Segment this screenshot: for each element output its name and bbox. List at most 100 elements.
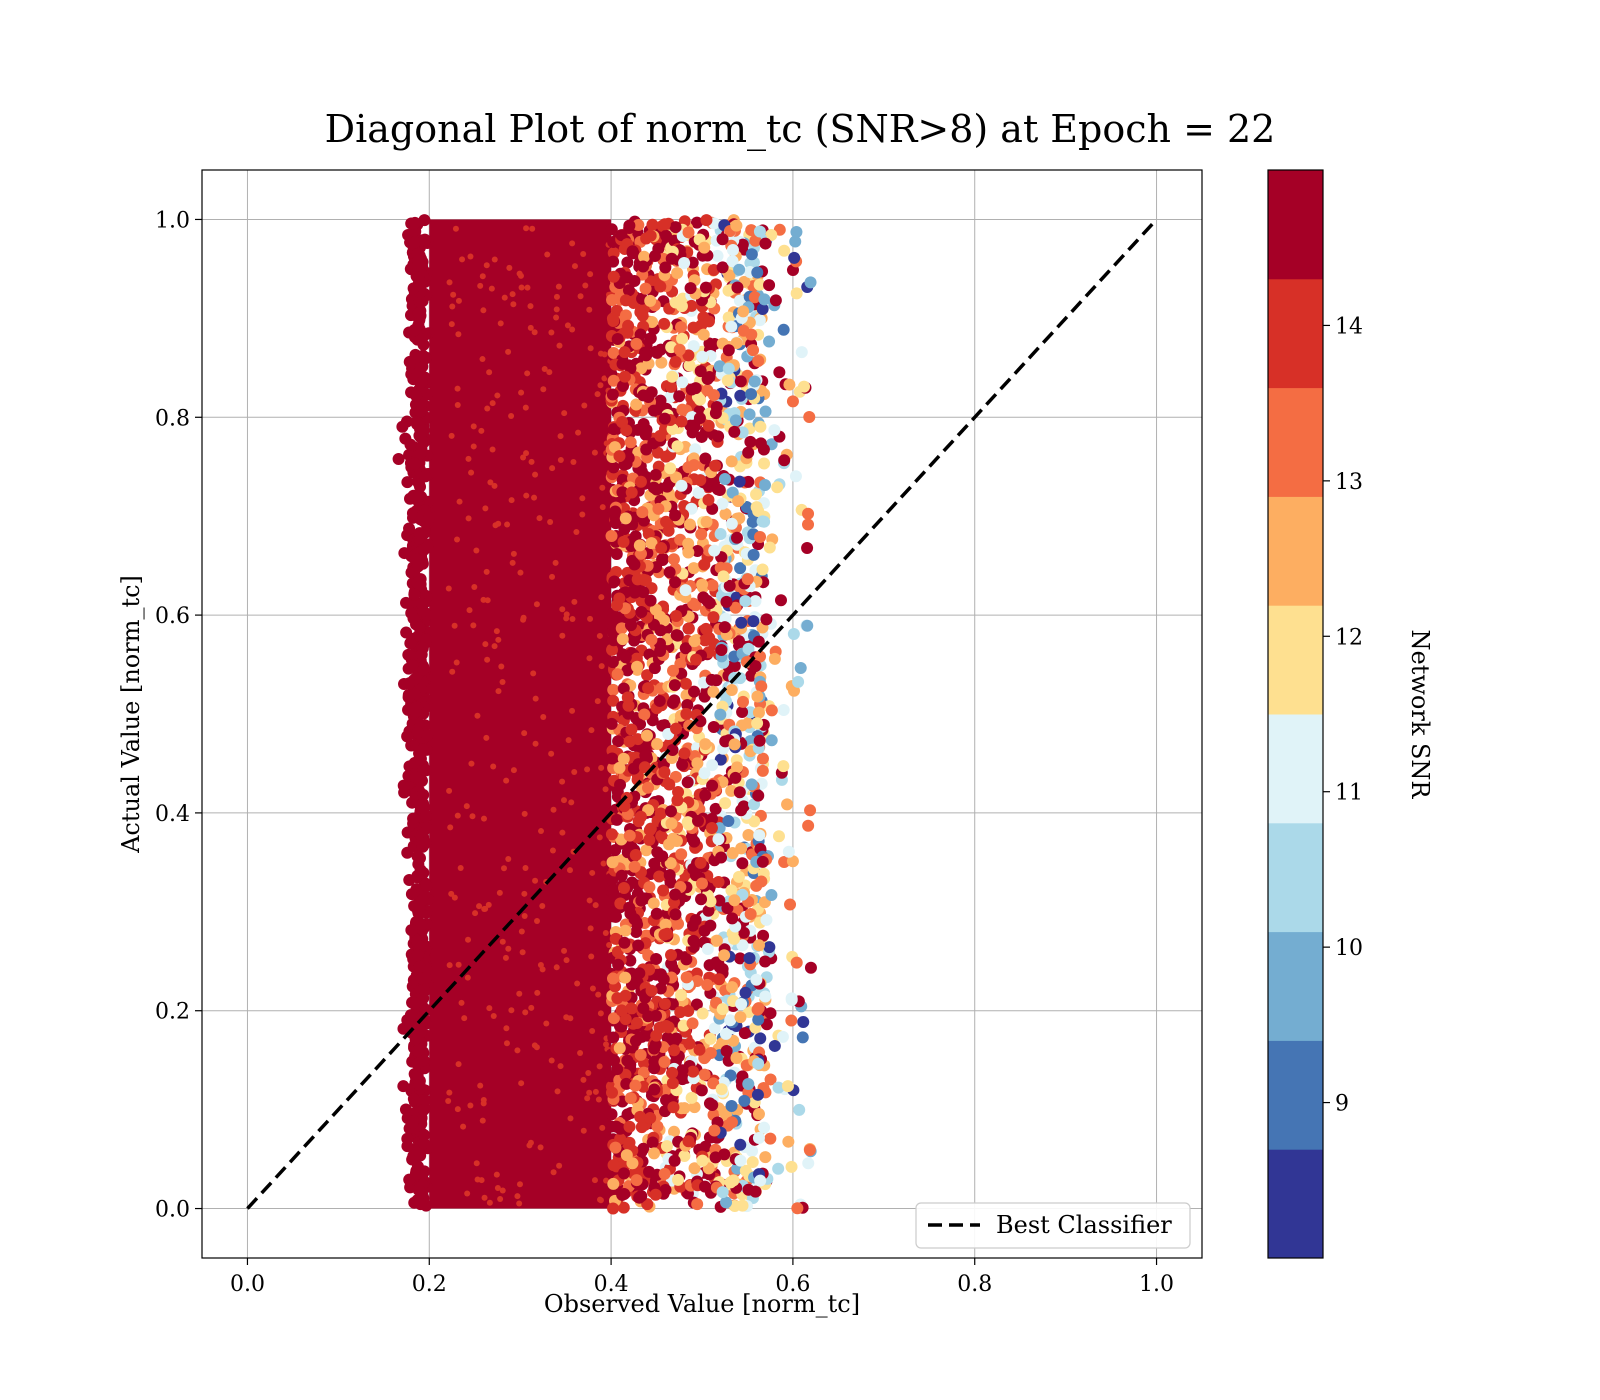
scatter-point	[412, 307, 425, 320]
colorbar-bin	[1268, 170, 1323, 280]
scatter-point	[664, 857, 677, 870]
scatter-point	[588, 727, 595, 734]
scatter-point	[676, 1064, 689, 1077]
scatter-point	[636, 309, 649, 322]
scatter-point	[414, 753, 427, 766]
scatter-point	[709, 407, 722, 420]
scatter-point	[665, 817, 678, 830]
scatter-point	[756, 855, 769, 868]
scatter-point	[499, 1187, 506, 1194]
scatter-point	[691, 545, 704, 558]
scatter-point	[695, 1084, 708, 1097]
x-tick-label: 0.0	[230, 1272, 265, 1297]
scatter-point	[725, 517, 738, 530]
scatter-point	[554, 1088, 561, 1095]
scatter-point	[745, 778, 758, 791]
scatter-point	[397, 779, 410, 792]
scatter-point	[619, 651, 632, 664]
scatter-point	[687, 340, 700, 353]
scatter-point	[654, 644, 667, 657]
scatter-point	[742, 475, 755, 488]
scatter-point	[453, 659, 460, 666]
scatter-point	[689, 443, 702, 456]
scatter-point	[548, 1057, 555, 1064]
plot-area: 0.0 0.2 0.4 0.6 0.8 1.0 0.0 0.2 0.4 0.6 0.8 1.0	[155, 169, 1203, 1297]
scatter-point	[682, 537, 695, 550]
scatter-point	[413, 960, 426, 973]
scatter-point	[778, 855, 791, 868]
scatter-point	[695, 319, 708, 332]
scatter-point	[460, 1123, 467, 1130]
scatter-point	[414, 579, 427, 592]
scatter-point	[517, 569, 524, 576]
scatter-point	[756, 752, 769, 765]
scatter-point	[509, 291, 516, 298]
scatter-point	[640, 349, 653, 362]
scatter-point	[732, 635, 745, 648]
scatter-point	[757, 929, 770, 942]
scatter-point	[419, 352, 432, 365]
scatter-point	[658, 218, 671, 231]
scatter-point	[745, 669, 758, 682]
scatter-point	[638, 761, 651, 774]
scatter-point	[568, 799, 575, 806]
scatter-point	[776, 1030, 789, 1043]
scatter-point	[641, 669, 654, 682]
scatter-point	[759, 990, 772, 1003]
scatter-point	[786, 395, 799, 408]
scatter-point	[607, 634, 620, 647]
scatter-point	[713, 973, 726, 986]
scatter-point	[483, 262, 490, 269]
scatter-point	[733, 263, 746, 276]
scatter-point	[763, 335, 776, 348]
scatter-point	[516, 1181, 523, 1188]
scatter-point	[702, 419, 715, 432]
scatter-point	[689, 382, 702, 395]
scatter-point	[618, 370, 631, 383]
scatter-point	[414, 405, 427, 418]
scatter-point	[586, 1089, 593, 1096]
scatter-point	[643, 1165, 656, 1178]
scatter-point	[772, 1162, 785, 1175]
scatter-point	[510, 550, 517, 557]
scatter-point	[634, 1110, 647, 1123]
scatter-point	[498, 663, 505, 670]
scatter-point	[469, 813, 476, 820]
scatter-point	[516, 1200, 523, 1207]
scatter-point	[673, 343, 686, 356]
scatter-point	[477, 282, 484, 289]
scatter-point	[524, 284, 531, 291]
scatter-point	[611, 1063, 624, 1076]
scatter-point	[579, 511, 586, 518]
scatter-point	[629, 1079, 642, 1092]
scatter-point	[484, 405, 491, 412]
scatter-point	[654, 982, 667, 995]
scatter-point	[480, 307, 487, 314]
scatter-point	[758, 478, 771, 491]
scatter-point	[634, 1048, 647, 1061]
colorbar-label: Network SNR	[1406, 630, 1434, 800]
scatter-point	[639, 282, 652, 295]
scatter-point	[521, 810, 528, 817]
scatter-point	[671, 794, 684, 807]
scatter-point	[753, 278, 766, 291]
scatter-point	[668, 679, 681, 692]
scatter-point	[606, 856, 619, 869]
scatter-point	[446, 1089, 453, 1096]
scatter-point	[714, 528, 727, 541]
scatter-point	[746, 1144, 759, 1157]
scatter-point	[729, 601, 742, 614]
scatter-point	[651, 738, 664, 751]
scatter-point	[421, 729, 434, 742]
scatter-point	[609, 844, 622, 857]
scatter-point	[644, 229, 657, 242]
scatter-point	[734, 1154, 747, 1167]
scatter-point	[668, 694, 681, 707]
scatter-point	[714, 708, 727, 721]
scatter-point	[768, 1039, 781, 1052]
x-tick-label: 1.0	[1139, 1272, 1174, 1297]
scatter-point	[754, 1174, 767, 1187]
scatter-point	[412, 272, 425, 285]
scatter-point	[678, 1149, 691, 1162]
scatter-point	[698, 767, 711, 780]
